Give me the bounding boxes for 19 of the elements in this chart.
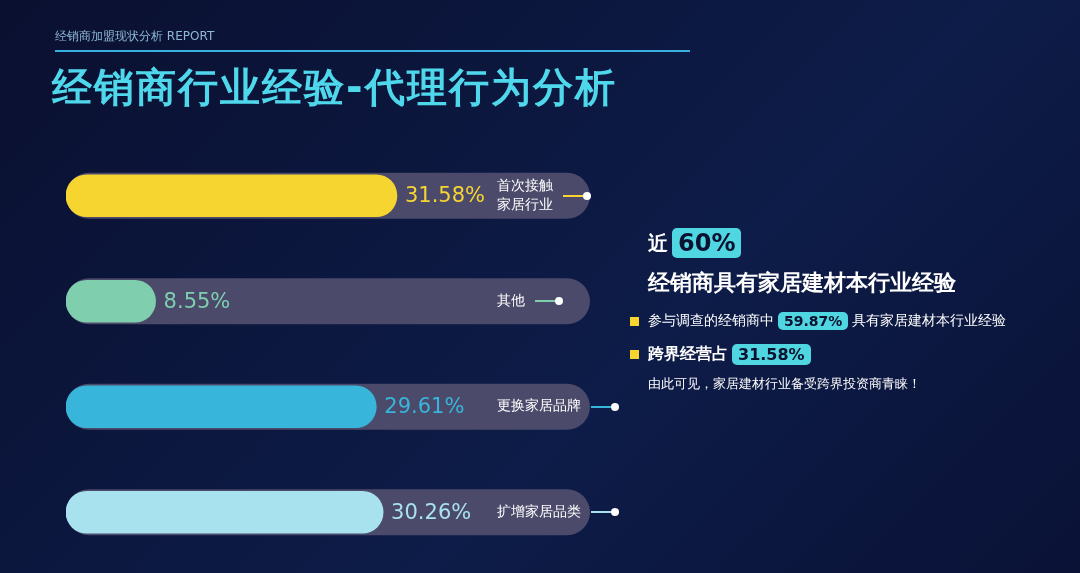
chart-subtitle: 经销商加盟现状分析 REPORT [55,28,215,45]
data-label: 30.26% [391,499,472,524]
data-label: 8.55% [163,288,231,313]
text: 由此可见，家居建材行业备受跨界投资商青睐！ [648,375,921,393]
y-tick-label: 更换家居品牌 [497,397,582,414]
y-tick-label: 其他 [497,291,526,308]
text: 经销商具有家居建材本行业经验 [648,269,956,297]
y-tick-label: 首次接触家居行业 [497,176,554,212]
text: 具有家居建材本行业经验 [852,312,1007,330]
text: 59.87% [778,312,849,330]
text: 跨界经营占 [648,344,728,365]
data-label: 31.58% [404,183,486,208]
chart-title: 经销商行业经验-代理行为分析 [52,63,617,112]
text: 近 [648,229,668,257]
text: 60% [672,228,742,258]
text: 31.58% [732,344,811,365]
data-label: 29.61% [384,394,465,419]
text: 参与调查的经销商中 [648,312,774,330]
y-tick-label: 扩增家居品类 [497,502,582,519]
